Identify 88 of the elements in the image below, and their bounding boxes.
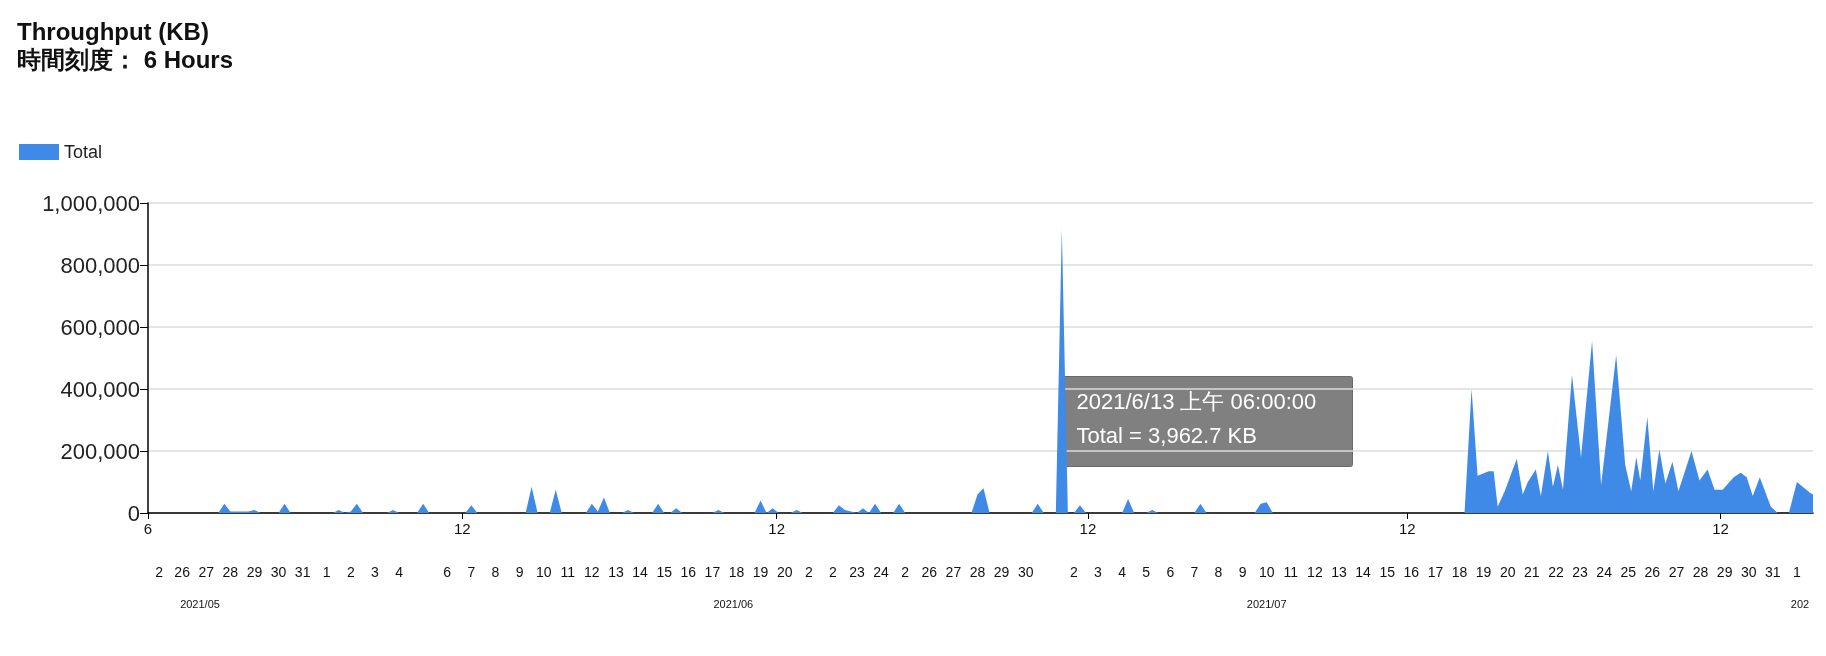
annotation: Total = 3,962.7 KB xyxy=(1076,423,1257,448)
x2-tick-label: 19 xyxy=(1475,564,1492,580)
x2-tick-label: 2 xyxy=(155,564,164,580)
x2-tick-label: 7 xyxy=(1190,564,1199,580)
x2-tick-label: 23 xyxy=(1572,564,1589,580)
x2-tick-label: 27 xyxy=(198,564,215,580)
x2-tick-label: 10 xyxy=(1258,564,1275,580)
x2-tick-label: 12 xyxy=(1307,564,1323,580)
y-tick-label: 600,000 xyxy=(60,314,140,340)
x2-tick-label: 4 xyxy=(395,564,404,580)
y-tick-label: 800,000 xyxy=(60,252,140,278)
x2-tick-label: 2 xyxy=(346,564,355,580)
x2-tick-label: 17 xyxy=(704,564,721,580)
x2-tick-label: 28 xyxy=(1692,564,1709,580)
y-tick-label: 400,000 xyxy=(60,376,140,402)
x2-tick-label: 29 xyxy=(246,564,263,580)
text: 2021/05 xyxy=(180,598,220,610)
x2-tick-label: 9 xyxy=(1238,564,1247,580)
text: 2021/07 xyxy=(1246,598,1287,610)
annotation: 2021/6/13 上午 06:00:00 xyxy=(1076,389,1317,414)
x2-tick-label: 2 xyxy=(828,564,837,580)
x-tick-label: 6 xyxy=(143,520,153,537)
x2-tick-label: 16 xyxy=(680,564,697,580)
x2-tick-label: 6 xyxy=(1166,564,1175,580)
x2-tick-label: 14 xyxy=(1355,564,1372,580)
y-tick-label: 1,000,000 xyxy=(42,190,140,216)
x2-tick-label: 4 xyxy=(1118,564,1127,580)
x-tick-label: 12 xyxy=(768,520,785,537)
x2-tick-label: 22 xyxy=(1548,564,1564,580)
x2-tick-label: 10 xyxy=(535,564,552,580)
x2-tick-label: 24 xyxy=(1596,564,1613,580)
x2-tick-label: 2 xyxy=(804,564,813,580)
x2-tick-label: 20 xyxy=(776,564,793,580)
x2-tick-label: 11 xyxy=(1283,564,1299,580)
x2-tick-label: 28 xyxy=(969,564,986,580)
x2-tick-label: 24 xyxy=(873,564,890,580)
x2-tick-label: 13 xyxy=(1331,564,1347,580)
x2-tick-label: 5 xyxy=(1142,564,1151,580)
x2-tick-label: 6 xyxy=(443,564,452,580)
x2-tick-label: 16 xyxy=(1403,564,1420,580)
text: 2021/06 xyxy=(713,598,754,610)
x2-tick-label: 31 xyxy=(1765,564,1781,580)
x2-tick-label: 1 xyxy=(1793,564,1802,580)
x2-tick-label: 28 xyxy=(222,564,239,580)
x-tick-label: 12 xyxy=(1712,520,1729,537)
x2-tick-label: 29 xyxy=(993,564,1010,580)
chart-title: Throughput (KB) xyxy=(17,17,209,45)
x2-tick-label: 19 xyxy=(752,564,769,580)
chart-subtitle: 時間刻度： 6 Hours xyxy=(17,45,234,73)
x2-tick-label: 27 xyxy=(945,564,962,580)
legend-label: Total xyxy=(64,142,103,162)
x2-tick-label: 3 xyxy=(1094,564,1103,580)
x2-tick-label: 18 xyxy=(1451,564,1468,580)
x2-tick-label: 21 xyxy=(1524,564,1540,580)
x2-tick-label: 30 xyxy=(1740,564,1757,580)
x2-tick-label: 18 xyxy=(728,564,745,580)
x2-tick-label: 27 xyxy=(1668,564,1685,580)
x2-tick-label: 1 xyxy=(322,564,331,580)
x2-tick-label: 9 xyxy=(515,564,524,580)
x2-tick-label: 17 xyxy=(1427,564,1444,580)
x2-tick-label: 14 xyxy=(632,564,649,580)
x2-tick-label: 26 xyxy=(921,564,938,580)
x2-tick-label: 2 xyxy=(1069,564,1078,580)
y-tick-label: 200,000 xyxy=(60,438,140,464)
x2-tick-label: 8 xyxy=(491,564,500,580)
x2-tick-label: 11 xyxy=(560,564,576,580)
x-tick-label: 12 xyxy=(1398,520,1416,537)
x2-tick-label: 13 xyxy=(608,564,624,580)
x2-tick-label: 23 xyxy=(849,564,865,580)
x2-tick-label: 15 xyxy=(656,564,673,580)
x2-tick-label: 8 xyxy=(1214,564,1223,580)
x2-tick-label: 26 xyxy=(174,564,191,580)
x-tick-label: 12 xyxy=(1079,520,1097,537)
x2-tick-label: 25 xyxy=(1620,564,1637,580)
x2-tick-label: 29 xyxy=(1716,564,1733,580)
x2-tick-label: 15 xyxy=(1379,564,1396,580)
y-tick-label: 0 xyxy=(127,500,140,526)
x-tick-label: 12 xyxy=(453,520,471,537)
x2-tick-label: 30 xyxy=(270,564,287,580)
x2-tick-label: 2 xyxy=(901,564,910,580)
x2-tick-label: 7 xyxy=(467,564,476,580)
x2-tick-label: 30 xyxy=(1017,564,1034,580)
x2-tick-label: 20 xyxy=(1499,564,1516,580)
text: 202 xyxy=(1790,598,1810,610)
x2-tick-label: 3 xyxy=(371,564,380,580)
x2-tick-label: 26 xyxy=(1644,564,1661,580)
x2-tick-label: 31 xyxy=(294,564,311,580)
x2-tick-label: 12 xyxy=(584,564,600,580)
